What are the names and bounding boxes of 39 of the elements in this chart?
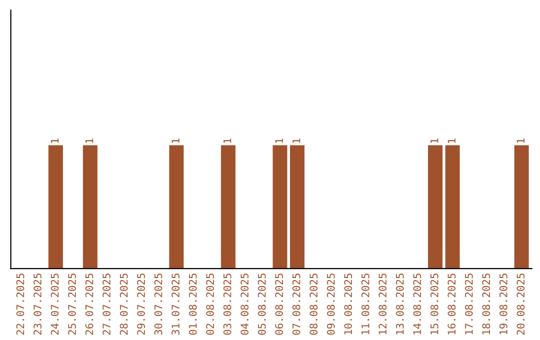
data-label: 1 bbox=[516, 138, 524, 143]
data-label: 1 bbox=[50, 138, 59, 143]
x-tick-label: 10.08.2025 bbox=[344, 274, 352, 334]
x-tick-label: 22.07.2025 bbox=[16, 274, 24, 335]
x-tick-label: 15.08.2025 bbox=[430, 274, 438, 334]
data-label: 1 bbox=[85, 138, 94, 143]
x-tick-label: 27.07.2025 bbox=[102, 274, 110, 335]
x-tick-label: 01.08.2025 bbox=[188, 274, 197, 335]
x-tick-label: 31.07.2025 bbox=[172, 274, 180, 335]
x-tick-label: 19.08.2025 bbox=[499, 274, 508, 334]
x-tick-label: 03.08.2025 bbox=[223, 274, 232, 335]
x-tick-label: 05.08.2025 bbox=[258, 274, 266, 335]
x-tick-label: 12.08.2025 bbox=[378, 274, 387, 334]
x-tick-label: 28.07.2025 bbox=[120, 274, 128, 335]
x-tick-label: 06.08.2025 bbox=[275, 274, 284, 335]
x-tick-label: 14.08.2025 bbox=[413, 274, 422, 334]
x-tick-label: 23.07.2025 bbox=[34, 274, 42, 335]
x-tick-label: 24.07.2025 bbox=[50, 274, 59, 335]
x-tick-label: 02.08.2025 bbox=[206, 274, 214, 335]
x-tick-label: 16.08.2025 bbox=[448, 274, 456, 334]
x-tick-label: 25.07.2025 bbox=[68, 274, 76, 335]
x-tick-label: 13.08.2025 bbox=[396, 274, 404, 334]
x-tick-label: 04.08.2025 bbox=[240, 274, 249, 335]
x-tick-label: 07.08.2025 bbox=[292, 274, 300, 335]
x-tick-label: 17.08.2025 bbox=[464, 274, 473, 334]
data-label: 1 bbox=[224, 138, 232, 143]
x-tick-label: 29.07.2025 bbox=[137, 274, 145, 335]
x-tick-label: 26.07.2025 bbox=[85, 274, 94, 335]
data-label: 1 bbox=[448, 138, 456, 143]
data-label: 1 bbox=[430, 138, 438, 143]
data-label: 1 bbox=[275, 138, 283, 143]
x-tick-label: 08.08.2025 bbox=[310, 274, 318, 335]
x-tick-label: 09.08.2025 bbox=[326, 274, 335, 335]
x-tick-label: 18.08.2025 bbox=[482, 274, 490, 334]
data-label: 1 bbox=[292, 138, 300, 143]
x-tick-label: 30.07.2025 bbox=[154, 274, 162, 335]
x-tick-label: 20.08.2025 bbox=[516, 274, 525, 335]
data-label: 1 bbox=[172, 138, 180, 143]
x-tick-label: 11.08.2025 bbox=[361, 274, 370, 334]
